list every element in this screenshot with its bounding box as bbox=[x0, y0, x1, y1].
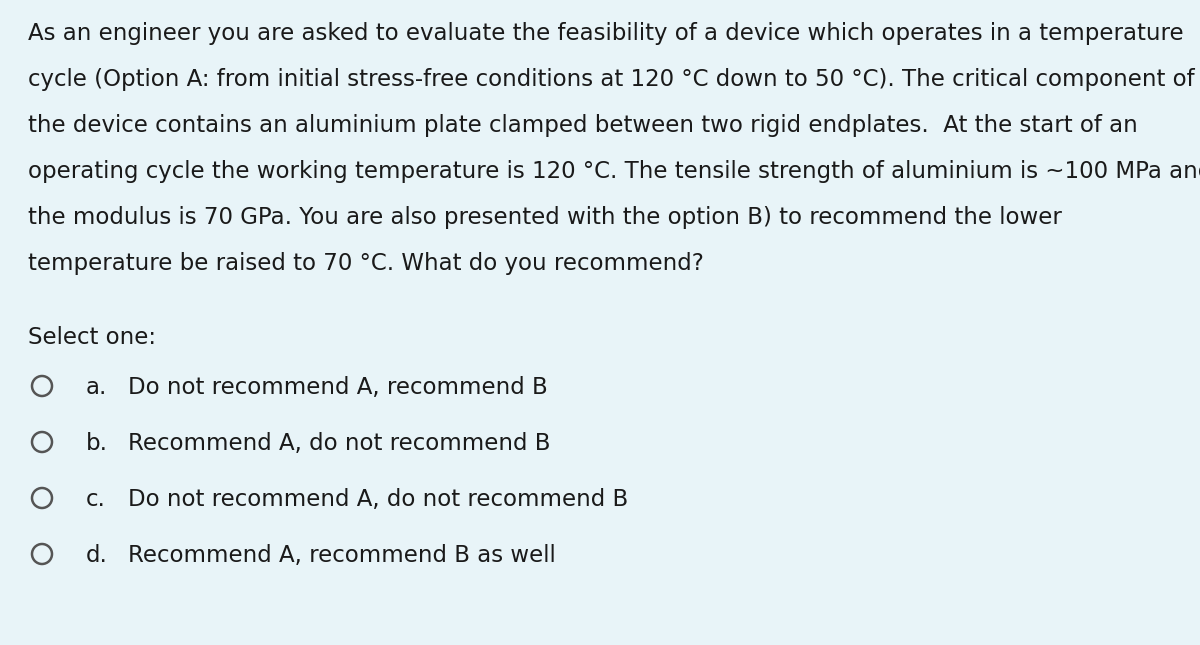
Text: cycle (Option A: from initial stress-free conditions at 120 °C down to 50 °C). T: cycle (Option A: from initial stress-fre… bbox=[28, 68, 1195, 91]
Text: Select one:: Select one: bbox=[28, 326, 156, 349]
Text: c.: c. bbox=[86, 488, 106, 511]
Text: temperature be raised to 70 °C. What do you recommend?: temperature be raised to 70 °C. What do … bbox=[28, 252, 704, 275]
Text: d.: d. bbox=[86, 544, 108, 567]
Text: Recommend A, do not recommend B: Recommend A, do not recommend B bbox=[128, 432, 551, 455]
Text: the modulus is 70 GPa. You are also presented with the option B) to recommend th: the modulus is 70 GPa. You are also pres… bbox=[28, 206, 1062, 229]
Text: the device contains an aluminium plate clamped between two rigid endplates.  At : the device contains an aluminium plate c… bbox=[28, 114, 1138, 137]
Text: b.: b. bbox=[86, 432, 108, 455]
Text: a.: a. bbox=[86, 376, 107, 399]
Text: operating cycle the working temperature is 120 °C. The tensile strength of alumi: operating cycle the working temperature … bbox=[28, 160, 1200, 183]
Text: Recommend A, recommend B as well: Recommend A, recommend B as well bbox=[128, 544, 556, 567]
Text: Do not recommend A, recommend B: Do not recommend A, recommend B bbox=[128, 376, 547, 399]
Text: Do not recommend A, do not recommend B: Do not recommend A, do not recommend B bbox=[128, 488, 629, 511]
Text: As an engineer you are asked to evaluate the feasibility of a device which opera: As an engineer you are asked to evaluate… bbox=[28, 22, 1183, 45]
